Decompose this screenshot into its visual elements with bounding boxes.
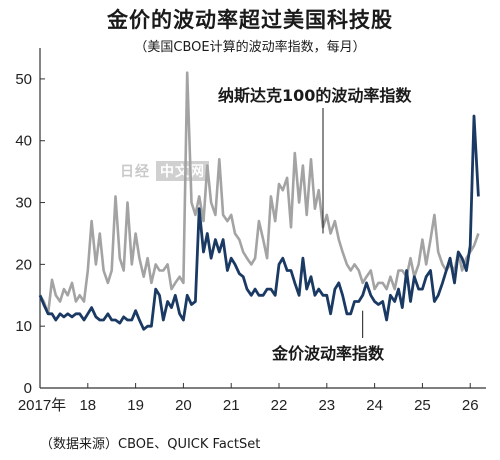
series-line-nasdaq100-volatility	[38, 71, 480, 316]
x-tick-label: 21	[223, 397, 240, 414]
chart-axes: 0 10 20 30 40 50 2017年 18 19 20 21 22 23 24 25 26	[15, 48, 486, 414]
series-line-gold-volatility	[38, 114, 480, 331]
data-source-note: （数据来源）CBOE、QUICK FactSet	[40, 437, 261, 452]
nasdaq-series-label: 纳斯达克100的波动率指数	[218, 86, 412, 105]
x-tick-label: 20	[175, 397, 192, 414]
x-tick-label: 24	[366, 397, 383, 414]
x-tick-label: 2017年	[18, 397, 66, 414]
x-tick-label: 26	[462, 397, 479, 414]
chart-series	[38, 71, 480, 331]
y-tick-label: 20	[15, 256, 32, 273]
x-tick-label: 18	[79, 397, 96, 414]
y-tick-label: 40	[15, 133, 32, 150]
y-tick-label: 10	[15, 318, 32, 335]
y-tick-label: 30	[15, 195, 32, 212]
x-tick-label: 22	[271, 397, 288, 414]
watermark-brand: 日经	[120, 164, 150, 180]
gold-series-label: 金价波动率指数	[271, 344, 385, 363]
x-tick-label: 19	[127, 397, 144, 414]
watermark-suffix: 中文网	[156, 161, 209, 181]
y-tick-label: 50	[15, 71, 32, 88]
chart-title: 金价的波动率超过美国科技股	[107, 8, 393, 32]
watermark-logo: 日经 中文网	[120, 161, 209, 181]
y-tick-label: 0	[24, 380, 32, 397]
x-tick-label: 25	[414, 397, 431, 414]
chart-subtitle: （美国CBOE计算的波动率指数，每月）	[134, 40, 366, 55]
x-tick-label: 23	[318, 397, 335, 414]
